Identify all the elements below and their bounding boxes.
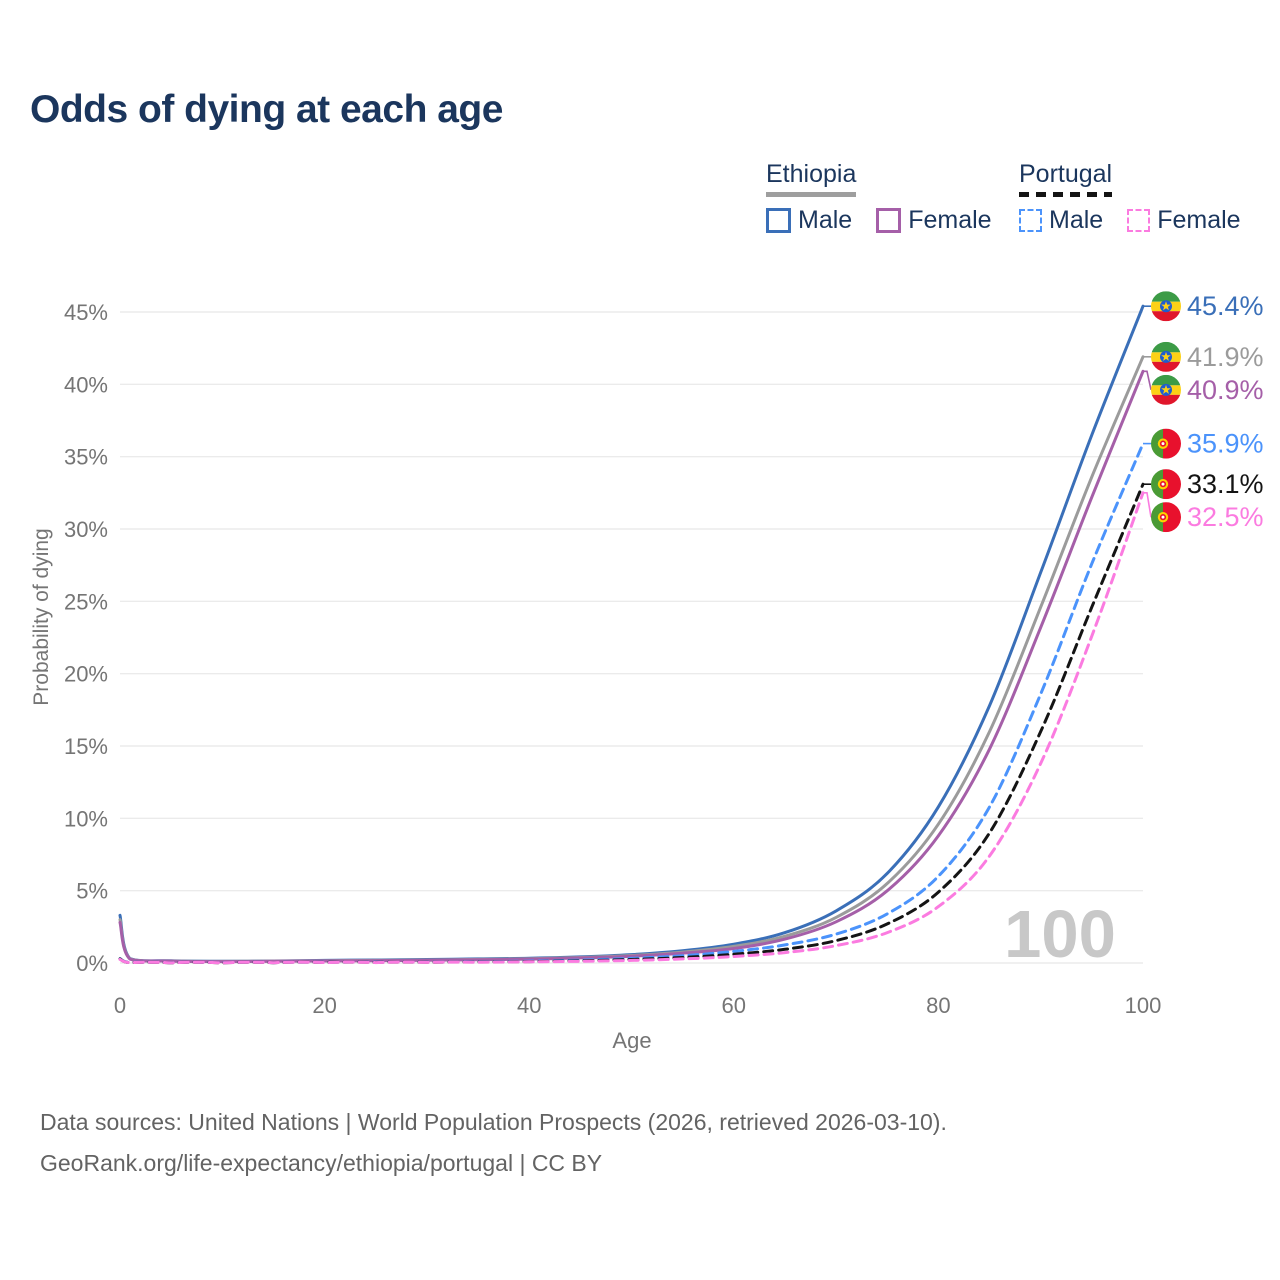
- checkbox-ethiopia-male[interactable]: [766, 208, 791, 233]
- x-tick-label: 100: [1125, 993, 1162, 1018]
- age-watermark: 100: [1004, 897, 1116, 972]
- end-label-connector: [1143, 370, 1152, 390]
- y-axis-title: Probability of dying: [30, 528, 53, 705]
- legend-line-sample-dashed: [1019, 192, 1113, 197]
- flag-ethiopia-icon: [1151, 374, 1181, 405]
- x-tick-label: 20: [312, 993, 336, 1018]
- x-tick-label: 60: [722, 993, 746, 1018]
- series-line-ethiopia-female: [118, 369, 1145, 964]
- legend-group-portugal: Portugal Male Female: [1019, 160, 1265, 235]
- flag-ethiopia-icon: [1151, 341, 1181, 372]
- checkbox-ethiopia-female[interactable]: [876, 208, 902, 233]
- end-value-label-portugal-both-sexes: 33.1%: [1187, 469, 1264, 499]
- end-value-label-ethiopia-female: 40.9%: [1187, 375, 1264, 405]
- series-line-ethiopia-male: [118, 304, 1145, 963]
- x-tick-label: 40: [517, 993, 541, 1018]
- attribution-line: GeoRank.org/life-expectancy/ethiopia/por…: [40, 1150, 603, 1176]
- end-value-label-ethiopia-both-sexes: 41.9%: [1187, 342, 1264, 372]
- legend-line-sample-solid: [766, 192, 857, 197]
- legend-heading-portugal: Portugal: [1019, 160, 1113, 197]
- end-label-connector: [1143, 492, 1152, 518]
- x-axis-title: Age: [612, 1028, 651, 1053]
- x-tick-label: 0: [114, 993, 126, 1018]
- x-tick-label: 80: [926, 993, 950, 1018]
- y-tick-label: 10%: [64, 806, 108, 831]
- legend-group-ethiopia: Ethiopia Male Female: [766, 160, 1016, 235]
- legend-country-name: Ethiopia: [766, 160, 857, 188]
- legend-item-ethiopia-female[interactable]: Female: [876, 206, 992, 235]
- y-tick-label: 40%: [64, 372, 108, 397]
- legend-item-portugal-male[interactable]: Male: [1019, 206, 1103, 235]
- data-sources-line: Data sources: United Nations | World Pop…: [40, 1109, 947, 1135]
- y-tick-label: 45%: [64, 300, 108, 325]
- legend-item-label: Male: [798, 206, 853, 234]
- y-tick-label: 15%: [64, 734, 108, 759]
- end-value-label-portugal-male: 35.9%: [1187, 429, 1264, 459]
- y-tick-label: 5%: [76, 879, 108, 904]
- flag-ethiopia-icon: [1151, 291, 1181, 322]
- flag-portugal-icon: [1151, 502, 1181, 533]
- footer: Data sources: United Nations | World Pop…: [40, 1102, 947, 1184]
- end-value-label-ethiopia-male: 45.4%: [1187, 291, 1264, 321]
- y-tick-label: 20%: [64, 662, 108, 687]
- checkbox-portugal-male[interactable]: [1019, 209, 1042, 232]
- legend-item-label: Male: [1049, 206, 1104, 234]
- page-title: Odds of dying at each age: [30, 88, 503, 131]
- y-tick-label: 0%: [76, 951, 108, 976]
- checkbox-portugal-female[interactable]: [1127, 209, 1151, 232]
- legend-item-label: Female: [908, 206, 992, 234]
- series-line-portugal-female: [118, 491, 1145, 965]
- flag-portugal-icon: [1151, 469, 1181, 500]
- legend-item-label: Female: [1157, 206, 1241, 234]
- legend-country-name: Portugal: [1019, 160, 1113, 188]
- legend-item-ethiopia-male[interactable]: Male: [766, 206, 852, 235]
- series-line-ethiopia-both-sexes: [118, 355, 1145, 963]
- end-value-label-portugal-female: 32.5%: [1187, 502, 1264, 532]
- legend-item-portugal-female[interactable]: Female: [1127, 206, 1241, 235]
- y-tick-label: 25%: [64, 589, 108, 614]
- legend-heading-ethiopia: Ethiopia: [766, 160, 857, 197]
- flag-portugal-icon: [1151, 428, 1181, 459]
- y-tick-label: 35%: [64, 445, 108, 470]
- y-tick-label: 30%: [64, 517, 108, 542]
